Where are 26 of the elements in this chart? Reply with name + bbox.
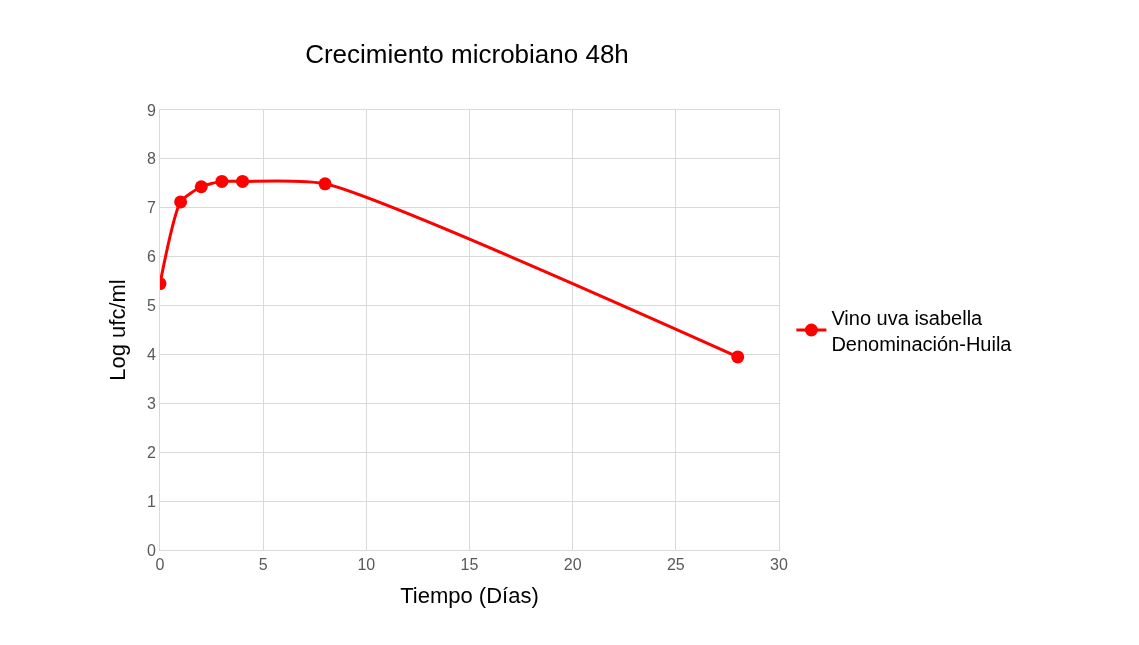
point — [236, 174, 250, 188]
x-tick-label: 30 — [770, 556, 788, 574]
y-axis-title: Log ufc/ml — [104, 279, 130, 381]
point — [318, 177, 332, 191]
y-tick-label: 5 — [146, 297, 156, 315]
x-tick-label: 20 — [563, 556, 582, 574]
y-tick-label: 8 — [146, 150, 156, 168]
chart-title: Crecimiento microbiano 48h — [305, 39, 629, 70]
x-tick-label: 25 — [666, 556, 685, 574]
point — [215, 174, 229, 188]
y-tick-label: 3 — [146, 394, 156, 412]
point — [174, 195, 188, 209]
x-axis-title: Tiempo (Días) — [400, 583, 539, 609]
y-tick-label: 2 — [146, 443, 156, 461]
y-tick-label: 4 — [146, 346, 156, 364]
y-tick-label: 9 — [146, 101, 156, 119]
point — [194, 180, 208, 194]
y-tick-label: 1 — [146, 492, 156, 510]
y-tick-label: 0 — [146, 541, 156, 559]
x-tick-label: 15 — [460, 556, 479, 574]
point — [731, 350, 745, 364]
y-tick-label: 7 — [146, 199, 156, 217]
y-tick-label: 6 — [146, 248, 156, 266]
x-tick-label: 10 — [357, 556, 376, 574]
x-tick-label: 5 — [258, 556, 268, 574]
legend-label: Vino uva isabella Denominación-Huila — [831, 306, 1013, 355]
